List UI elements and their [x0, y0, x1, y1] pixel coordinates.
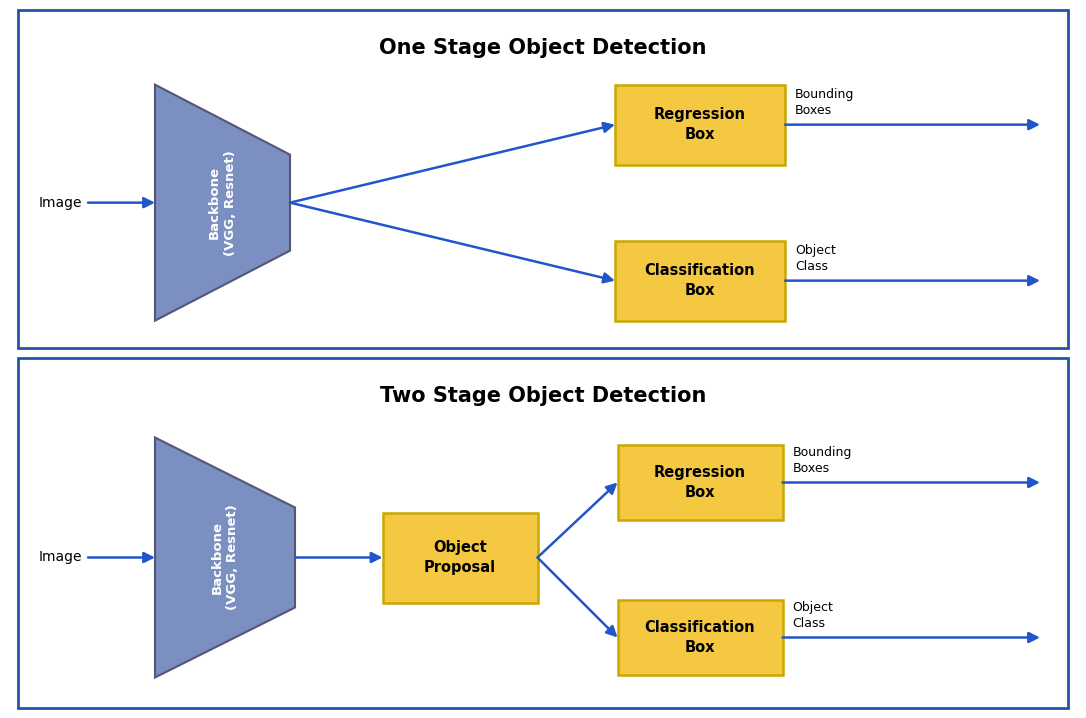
- Polygon shape: [155, 85, 290, 321]
- Bar: [382, 513, 538, 602]
- Bar: [618, 445, 783, 520]
- Text: Image: Image: [38, 551, 81, 564]
- Text: Bounding
Boxes: Bounding Boxes: [793, 446, 851, 475]
- Text: Backbone
(VGG, Resnet): Backbone (VGG, Resnet): [209, 150, 237, 256]
- Text: Regression
Box: Regression Box: [654, 465, 746, 500]
- Text: Object
Proposal: Object Proposal: [424, 540, 496, 575]
- Polygon shape: [155, 437, 295, 678]
- Bar: [18, 358, 1068, 708]
- Text: Image: Image: [38, 196, 81, 210]
- Text: Bounding
Boxes: Bounding Boxes: [795, 88, 855, 117]
- Text: One Stage Object Detection: One Stage Object Detection: [379, 38, 707, 58]
- Text: Classification
Box: Classification Box: [645, 264, 755, 298]
- Bar: [618, 600, 783, 675]
- Text: Classification
Box: Classification Box: [645, 620, 755, 655]
- Bar: [18, 10, 1068, 348]
- Text: Backbone
(VGG, Resnet): Backbone (VGG, Resnet): [211, 505, 240, 610]
- Text: Object
Class: Object Class: [795, 244, 836, 273]
- Text: Regression
Box: Regression Box: [654, 107, 746, 142]
- Text: Two Stage Object Detection: Two Stage Object Detection: [380, 386, 706, 406]
- Bar: [615, 85, 785, 164]
- Text: Object
Class: Object Class: [793, 601, 833, 630]
- Bar: [615, 241, 785, 321]
